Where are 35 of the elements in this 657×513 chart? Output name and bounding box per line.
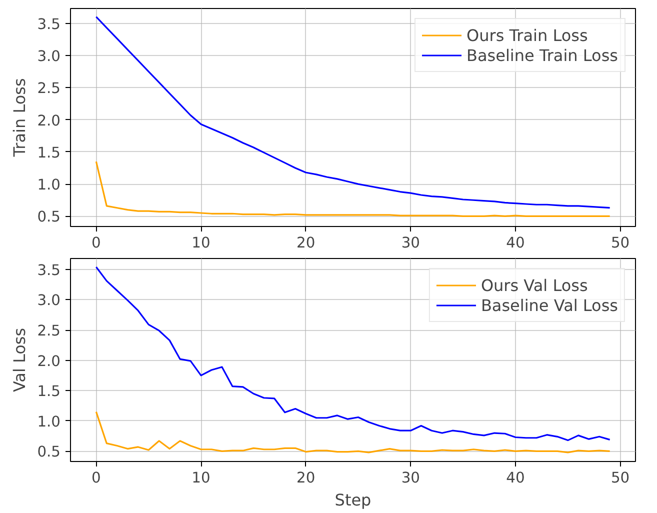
legend-label: Ours Train Loss <box>466 26 588 44</box>
y-tick-label: 3.0 <box>37 48 61 65</box>
x-tick-label: 20 <box>296 234 316 252</box>
y-tick-label: 1.5 <box>37 383 61 400</box>
legend-label: Baseline Val Loss <box>480 296 618 314</box>
legend-label: Baseline Train Loss <box>466 46 618 64</box>
x-tick-label: 50 <box>610 234 630 252</box>
line-series <box>95 411 611 454</box>
y-tick-label: 2.0 <box>37 112 61 130</box>
y-tick-label: 1.0 <box>37 413 61 430</box>
y-tick-label: 2.5 <box>37 322 61 340</box>
x-tick-label: 10 <box>192 470 210 486</box>
y-tick-label: 1.0 <box>37 176 61 194</box>
x-tick-label: 50 <box>610 470 630 486</box>
y-tick-label: 3.0 <box>37 292 61 310</box>
x-tick-label: 10 <box>192 234 210 252</box>
y-tick-label: 3.5 <box>37 262 61 279</box>
x-tick-label: 20 <box>296 470 316 486</box>
legend-label: Ours Val Loss <box>480 276 588 294</box>
x-tick-label: 40 <box>506 470 525 486</box>
y-tick-label: 2.5 <box>37 80 61 98</box>
x-tick-label: 0 <box>92 470 101 486</box>
y-tick-label: 1.5 <box>37 144 61 162</box>
y-tick-label: 0.5 <box>37 208 61 226</box>
x-tick-label: 0 <box>92 234 101 252</box>
y-tick-label: 2.0 <box>37 352 61 370</box>
x-tick-label: 40 <box>506 234 525 252</box>
line-series <box>95 160 611 218</box>
x-axis-title: Step <box>334 490 372 510</box>
x-tick-label: 30 <box>401 470 420 486</box>
y-tick-label: 3.5 <box>37 16 61 33</box>
y-tick-label: 0.5 <box>37 444 61 461</box>
y-axis-title: Train Loss <box>10 78 30 158</box>
x-tick-label: 30 <box>401 234 420 252</box>
y-axis-title: Val Loss <box>10 328 30 392</box>
